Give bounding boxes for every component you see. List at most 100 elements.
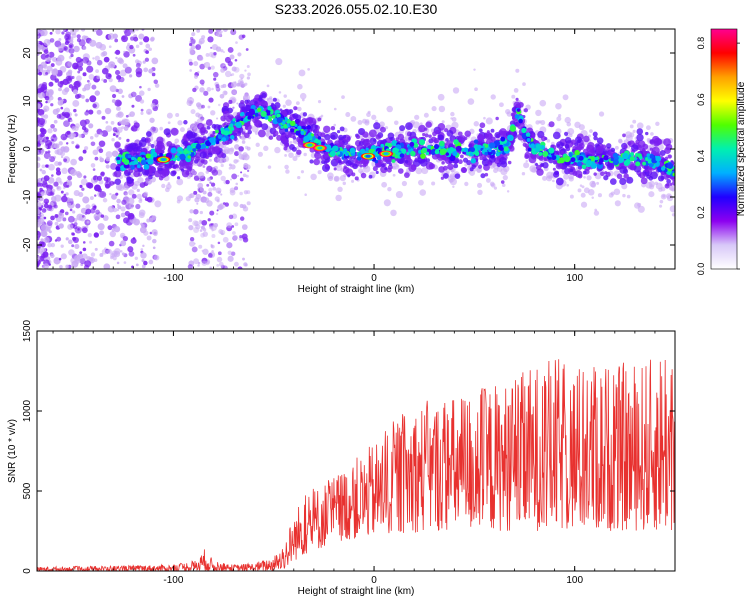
heatmap-cell xyxy=(59,80,65,85)
heatmap-cell xyxy=(210,65,215,70)
heatmap-cell xyxy=(96,175,103,181)
heatmap-cell xyxy=(105,125,113,133)
heatmap-cell xyxy=(285,169,290,174)
heatmap-cell xyxy=(80,29,86,32)
heatmap-cell xyxy=(136,188,140,192)
heatmap-cell xyxy=(134,256,139,260)
heatmap-cell xyxy=(480,173,486,179)
heatmap-cell xyxy=(120,206,126,212)
heatmap-cell xyxy=(121,118,129,126)
heatmap-cell xyxy=(410,150,416,157)
heatmap-cell xyxy=(99,190,107,199)
heatmap-cell xyxy=(151,215,157,220)
heatmap-cell xyxy=(41,247,47,253)
heatmap-cell xyxy=(469,167,474,172)
colorbar-tick-label: 0.8 xyxy=(696,37,706,50)
heatmap-cell xyxy=(101,67,109,75)
heatmap-cell xyxy=(496,162,502,168)
heatmap-cell xyxy=(239,177,244,182)
heatmap-cell xyxy=(283,124,288,129)
heatmap-cell xyxy=(473,121,480,127)
heatmap-cell xyxy=(499,102,504,108)
heatmap-cell xyxy=(73,108,77,113)
heatmap-cell xyxy=(391,159,396,163)
heatmap-cell xyxy=(50,123,55,129)
heatmap-cell xyxy=(72,99,80,107)
heatmap-cell xyxy=(372,166,378,172)
heatmap-cell xyxy=(116,203,120,207)
heatmap-cell xyxy=(345,160,352,167)
heatmap-cell xyxy=(96,75,101,80)
heatmap-cell xyxy=(300,170,305,174)
heatmap-cell xyxy=(60,133,68,141)
heatmap-cell xyxy=(218,103,221,107)
heatmap-cell xyxy=(46,226,51,231)
heatmap-cell xyxy=(635,161,641,167)
heatmap-cell xyxy=(79,258,86,265)
heatmap-cell xyxy=(563,173,569,180)
heatmap-cell xyxy=(148,68,154,74)
heatmap-cell xyxy=(351,179,355,183)
heatmap-cell xyxy=(387,186,392,192)
heatmap-cell xyxy=(189,69,193,72)
heatmap-cell xyxy=(76,60,84,68)
heatmap-cell xyxy=(229,123,234,128)
heatmap-cell xyxy=(100,214,105,218)
heatmap-cell xyxy=(304,193,307,196)
heatmap-cell xyxy=(86,220,90,224)
heatmap-cell xyxy=(568,133,573,138)
heatmap-cell xyxy=(148,47,152,52)
heatmap-cell xyxy=(267,105,272,111)
heatmap-cell xyxy=(43,38,51,46)
heatmap-cell xyxy=(284,154,287,157)
heatmap-cell xyxy=(127,172,131,176)
heatmap-cell xyxy=(53,181,59,187)
heatmap-cell xyxy=(41,208,47,213)
heatmap-cell xyxy=(84,118,90,125)
heatmap-cell xyxy=(189,237,195,242)
heatmap-cell xyxy=(58,223,64,229)
heatmap-cell xyxy=(37,156,40,161)
heatmap-cell xyxy=(522,82,526,86)
heatmap-cell xyxy=(196,118,203,125)
heatmap-cell xyxy=(61,31,65,35)
heatmap-cell xyxy=(451,117,457,122)
heatmap-cell xyxy=(231,225,235,228)
heatmap-cell xyxy=(221,232,224,236)
heatmap-cell xyxy=(190,36,194,41)
heatmap-cell xyxy=(43,175,50,182)
heatmap-cell xyxy=(89,136,94,140)
heatmap-cell xyxy=(494,131,501,139)
heatmap-cell xyxy=(85,208,92,215)
heatmap-cell xyxy=(77,253,84,259)
heatmap-cell xyxy=(116,261,120,265)
colorbar-gradient xyxy=(710,28,738,270)
heatmap-cell xyxy=(235,182,239,186)
heatmap-cell xyxy=(554,170,559,176)
heatmap-cell xyxy=(336,129,341,134)
heatmap-cell xyxy=(362,131,369,138)
heatmap-cell xyxy=(51,188,56,193)
heatmap-cell xyxy=(459,154,464,159)
heatmap-cell xyxy=(60,253,67,260)
heatmap-cell xyxy=(99,132,104,136)
heatmap-cell xyxy=(37,103,41,109)
heatmap-cell xyxy=(101,78,104,82)
heatmap-cell xyxy=(469,169,476,176)
heatmap-cell xyxy=(88,74,95,80)
heatmap-cell xyxy=(88,109,94,115)
heatmap-cell xyxy=(222,64,225,67)
heatmap-cell xyxy=(71,126,77,131)
heatmap-cell xyxy=(79,251,83,255)
heatmap-cell xyxy=(84,146,89,151)
heatmap-cell xyxy=(655,182,663,190)
heatmap-cell xyxy=(115,135,119,138)
y-tick-label: -20 xyxy=(22,237,33,252)
heatmap-cell xyxy=(538,151,543,157)
heatmap-cell xyxy=(521,127,527,134)
heatmap-cell xyxy=(49,38,55,43)
heatmap-cell xyxy=(120,250,123,253)
heatmap-cell xyxy=(418,124,426,133)
heatmap-cell xyxy=(665,183,670,187)
